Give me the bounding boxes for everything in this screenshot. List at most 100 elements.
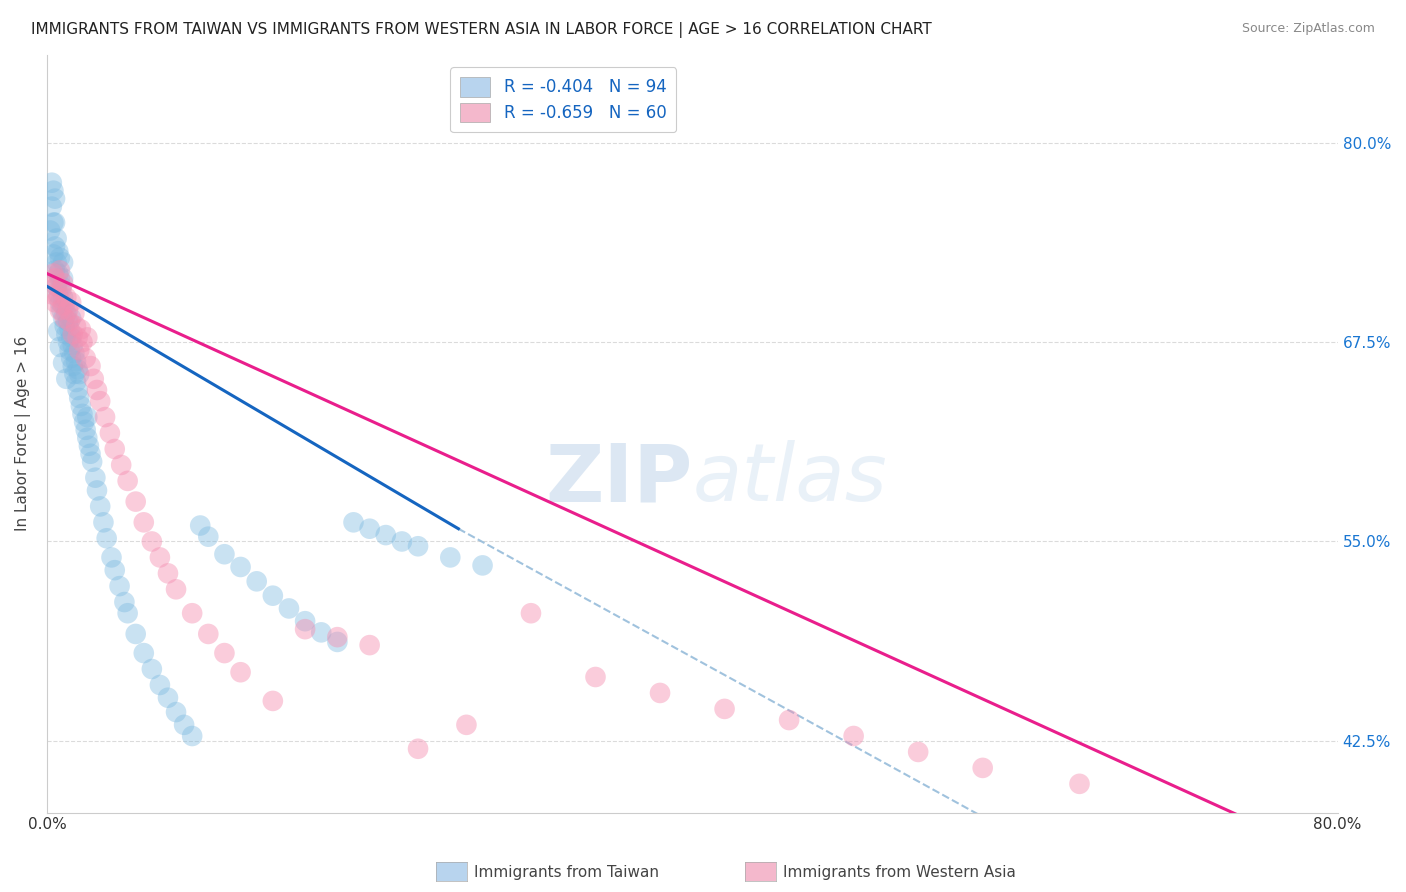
Point [132,646,155,660]
Point [42,267,65,281]
Point [149,678,172,692]
Point [439,550,461,565]
Point [70,322,93,336]
Text: Immigrants from Taiwan: Immigrants from Taiwan [474,865,659,880]
Point [62,338,84,352]
Point [60,295,83,310]
Point [75,423,97,437]
Point [53,319,76,334]
Y-axis label: In Labor Force | Age > 16: In Labor Force | Age > 16 [15,336,31,532]
Point [44,263,66,277]
Point [52,311,75,326]
Point [117,474,139,488]
Point [52,276,75,290]
Point [45,279,67,293]
Point [51,303,73,318]
Point [52,271,75,285]
Point [63,367,86,381]
Point [51,279,73,293]
Point [585,670,607,684]
Point [181,606,204,620]
Point [66,362,89,376]
Text: IMMIGRANTS FROM TAIWAN VS IMMIGRANTS FROM WESTERN ASIA IN LABOR FORCE | AGE > 16: IMMIGRANTS FROM TAIWAN VS IMMIGRANTS FRO… [31,22,932,38]
Point [45,279,67,293]
Point [53,298,76,312]
Point [86,383,108,397]
Point [44,271,66,285]
Point [39,223,62,237]
Point [56,303,79,318]
Point [67,391,90,405]
Point [55,306,77,320]
Point [648,686,671,700]
Point [62,359,84,373]
Point [60,311,83,326]
Point [65,354,87,368]
Point [907,745,929,759]
Point [53,311,76,326]
Point [359,638,381,652]
Point [141,662,163,676]
Point [214,646,236,660]
Point [42,247,65,261]
Point [246,574,269,589]
Point [214,547,236,561]
Point [52,291,75,305]
Point [49,303,72,318]
Text: atlas: atlas [692,441,887,518]
Point [141,534,163,549]
Point [41,287,63,301]
Point [165,705,187,719]
Point [55,291,77,305]
Point [52,255,75,269]
Point [96,531,118,545]
Point [294,622,316,636]
Point [70,399,93,413]
Legend: R = -0.404   N = 94, R = -0.659   N = 60: R = -0.404 N = 94, R = -0.659 N = 60 [450,67,676,132]
Point [89,394,111,409]
Point [262,589,284,603]
Point [165,582,187,597]
Point [104,442,127,456]
Point [49,340,72,354]
Point [156,566,179,581]
Point [374,528,396,542]
Point [46,291,69,305]
Point [76,431,98,445]
Point [55,372,77,386]
Point [98,425,121,440]
Point [67,367,90,381]
Point [471,558,494,573]
Point [63,346,86,360]
Point [49,271,72,285]
Point [294,614,316,628]
Point [100,550,122,565]
Point [73,415,96,429]
Point [72,335,94,350]
Point [49,295,72,310]
Point [44,239,66,253]
Point [842,729,865,743]
Point [60,351,83,365]
Point [55,327,77,342]
Point [86,483,108,498]
Point [117,606,139,620]
Text: ZIP: ZIP [546,441,692,518]
Point [52,356,75,370]
Point [56,335,79,350]
Point [181,729,204,743]
Point [94,410,117,425]
Text: Immigrants from Western Asia: Immigrants from Western Asia [783,865,1017,880]
Point [42,216,65,230]
Point [51,283,73,297]
Point [44,216,66,230]
Point [77,439,100,453]
Point [79,359,101,373]
Point [972,761,994,775]
Point [262,694,284,708]
Point [104,563,127,577]
Point [778,713,800,727]
Point [44,295,66,310]
Point [520,606,543,620]
Point [76,410,98,425]
